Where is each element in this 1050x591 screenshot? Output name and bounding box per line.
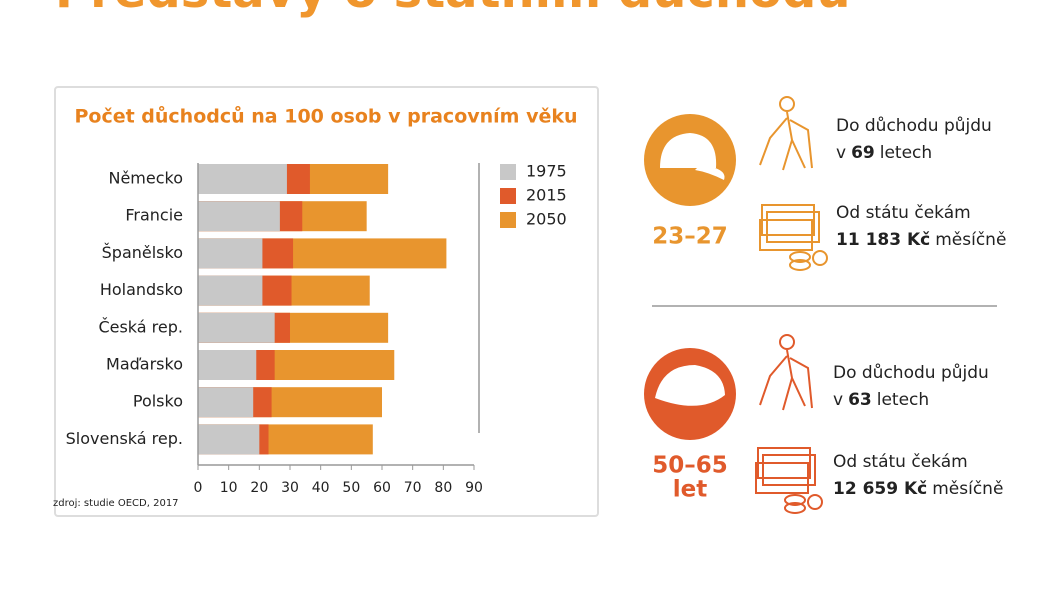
y-tick-label: Polsko [133, 392, 183, 411]
y-tick-label: Francie [125, 206, 183, 225]
hiker-icon [759, 334, 813, 411]
y-tick-label: Slovenská rep. [66, 429, 183, 448]
pension-text: Od státu čekám [833, 452, 968, 472]
retire-part: v [833, 390, 843, 410]
retire-text: Do důchodu půjdu [836, 116, 992, 136]
x-tick-label: 50 [342, 480, 360, 496]
hat-icon [655, 365, 725, 406]
bar [198, 201, 280, 232]
y-tick-label: Španělsko [102, 243, 183, 262]
legend-swatch [500, 188, 516, 204]
bar [198, 238, 263, 269]
x-tick-label: 20 [250, 480, 268, 496]
retire-part: v [836, 143, 846, 163]
x-tick-label: 70 [404, 480, 422, 496]
retire-text: Do důchodu půjdu [833, 363, 989, 383]
age-label: let [673, 477, 707, 503]
x-tick-label: 40 [312, 480, 330, 496]
money-icon [759, 204, 828, 271]
legend-label: 2050 [526, 210, 567, 229]
money-icon [755, 447, 823, 514]
retire-part: 69 [851, 143, 875, 163]
x-tick-label: 90 [465, 480, 483, 496]
bar [198, 312, 275, 343]
legend-label: 2015 [526, 186, 567, 205]
pension-text: 11 183 Kč měsíčně [836, 230, 1006, 250]
hiker-icon [759, 96, 813, 171]
legend-swatch [500, 212, 516, 228]
pension-part: měsíčně [935, 230, 1006, 250]
pension-amount: 11 183 Kč [836, 230, 930, 250]
retire-part: letech [877, 390, 929, 410]
x-tick-label: 80 [434, 480, 452, 496]
page-title: Představy o státním důchodu [55, 0, 851, 19]
y-tick-label: Česká rep. [98, 317, 183, 336]
pension-amount: 12 659 Kč [833, 479, 927, 499]
age-label: 23–27 [652, 224, 728, 250]
bar [198, 424, 260, 455]
x-tick-label: 10 [220, 480, 238, 496]
retire-text: v 63 letech [833, 390, 929, 410]
source: zdroj: studie OECD, 2017 [53, 498, 179, 509]
x-tick-label: 0 [194, 480, 203, 496]
cap-brim [695, 165, 725, 180]
bar [198, 387, 254, 418]
pension-text: 12 659 Kč měsíčně [833, 479, 1003, 499]
legend-swatch [500, 164, 516, 180]
retire-part: letech [880, 143, 932, 163]
legend-label: 1975 [526, 162, 567, 181]
bar [198, 275, 263, 306]
chart-title: Počet důchodců na 100 osob v pracovním v… [74, 105, 577, 128]
retire-part: 63 [848, 390, 872, 410]
y-tick-label: Německo [108, 169, 183, 188]
x-tick-label: 60 [373, 480, 391, 496]
x-tick-label: 30 [281, 480, 299, 496]
pension-part: měsíčně [932, 479, 1003, 499]
y-tick-label: Maďarsko [106, 355, 183, 374]
bar [198, 164, 287, 194]
retire-text: v 69 letech [836, 143, 932, 163]
age-label: 50–65 [652, 453, 728, 479]
cap-icon [660, 133, 717, 168]
bar [198, 350, 257, 380]
pension-text: Od státu čekám [836, 203, 971, 223]
y-tick-label: Holandsko [100, 280, 183, 299]
